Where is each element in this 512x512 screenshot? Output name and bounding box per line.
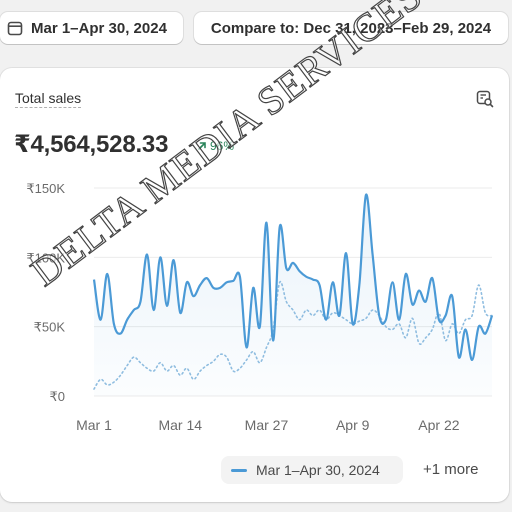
total-sales-value: ₹4,564,528.33 xyxy=(14,131,169,158)
x-tick-label: Apr 9 xyxy=(336,417,370,433)
calendar-icon xyxy=(7,20,23,36)
series-line-comparison xyxy=(93,280,493,390)
x-tick-label: Mar 1 xyxy=(76,417,112,433)
total-sales-card xyxy=(0,68,509,502)
date-range-label: Mar 1–Apr 30, 2024 xyxy=(31,19,167,37)
compare-range-label: Compare to: Dec 31, 2023–Feb 29, 2024 xyxy=(210,19,492,37)
y-tick-label: ₹150K xyxy=(26,181,65,196)
y-tick-label: ₹100K xyxy=(26,250,65,265)
sales-chart: ₹0 ₹50K ₹100K ₹150K Mar 1 Mar 14 Mar 27 Apr 9 Ap… xyxy=(26,181,494,433)
change-badge: 96% xyxy=(197,139,234,153)
y-tick-label: ₹0 xyxy=(49,389,65,404)
legend-primary[interactable]: Mar 1–Apr 30, 2024 xyxy=(221,456,403,484)
arrow-up-right-icon xyxy=(198,142,206,150)
chart-search-icon[interactable] xyxy=(476,90,494,113)
x-tick-label: Apr 22 xyxy=(418,417,459,433)
legend-more-button[interactable]: +1 more xyxy=(423,461,479,478)
card-title[interactable]: Total sales xyxy=(15,90,82,108)
compare-range-button[interactable]: Compare to: Dec 31, 2023–Feb 29, 2024 xyxy=(194,12,508,44)
legend-label: Mar 1–Apr 30, 2024 xyxy=(256,462,380,478)
change-percent: 96% xyxy=(210,139,235,153)
legend-swatch xyxy=(231,468,247,472)
x-tick-label: Mar 27 xyxy=(245,417,289,433)
series-area xyxy=(94,194,492,396)
series-line-primary xyxy=(92,193,494,362)
x-tick-label: Mar 14 xyxy=(158,417,202,433)
date-range-button[interactable]: Mar 1–Apr 30, 2024 xyxy=(0,12,183,44)
y-tick-label: ₹50K xyxy=(34,320,66,335)
